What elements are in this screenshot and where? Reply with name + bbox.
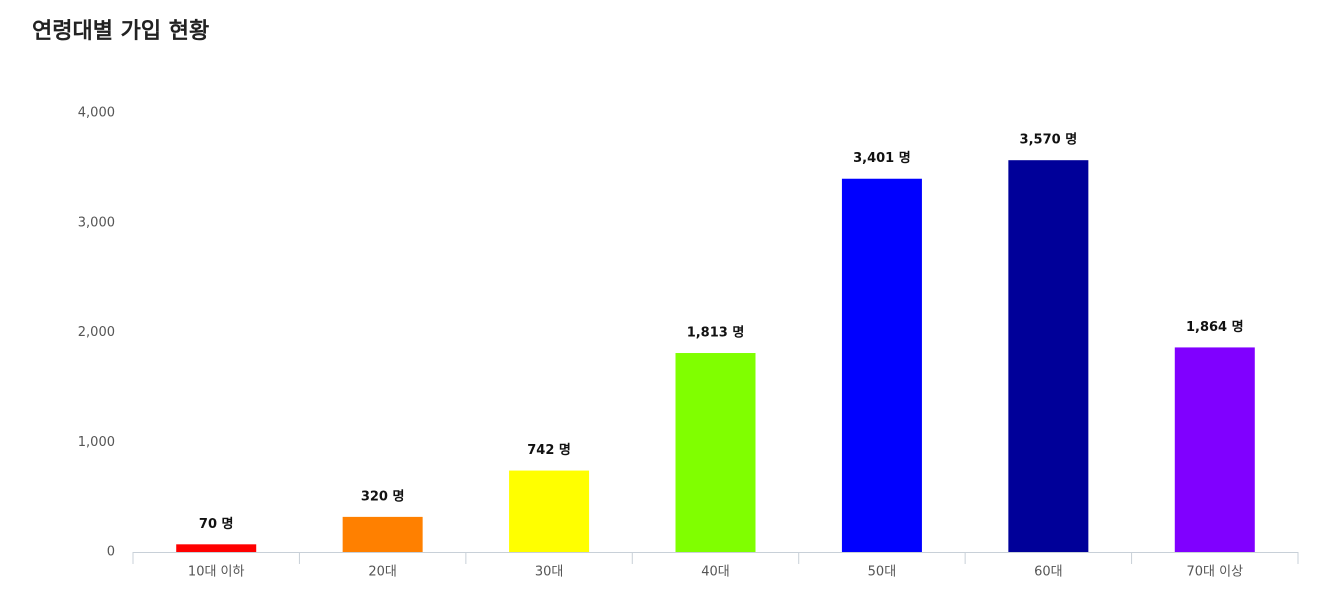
x-tick-label: 60대 xyxy=(1034,565,1063,580)
value-label: 742 명 xyxy=(527,442,571,458)
bar xyxy=(841,178,922,553)
value-label: 3,570 명 xyxy=(1020,132,1078,148)
x-tick-label: 50대 xyxy=(868,565,897,580)
bar xyxy=(176,544,257,552)
value-label: 320 명 xyxy=(361,488,405,504)
y-tick-label: 4,000 xyxy=(78,106,115,121)
x-tick-label: 10대 이하 xyxy=(188,565,245,580)
y-tick-label: 2,000 xyxy=(78,325,115,340)
x-tick-label: 20대 xyxy=(368,565,397,580)
y-tick-label: 3,000 xyxy=(78,215,115,230)
bar xyxy=(675,353,756,552)
bar xyxy=(1174,347,1255,552)
bar xyxy=(342,516,423,552)
value-label: 1,813 명 xyxy=(687,325,745,341)
value-label: 3,401 명 xyxy=(853,150,911,166)
x-tick-label: 40대 xyxy=(701,565,730,580)
y-tick-label: 0 xyxy=(107,545,115,560)
value-label: 1,864 명 xyxy=(1186,319,1244,335)
bar xyxy=(509,470,590,552)
x-tick-label: 30대 xyxy=(535,565,564,580)
y-tick-label: 1,000 xyxy=(78,435,115,450)
bar xyxy=(1008,160,1089,552)
value-label: 70 명 xyxy=(199,516,234,532)
x-tick-label: 70대 이상 xyxy=(1187,565,1244,580)
chart-title: 연령대별 가입 현황 xyxy=(32,19,209,44)
